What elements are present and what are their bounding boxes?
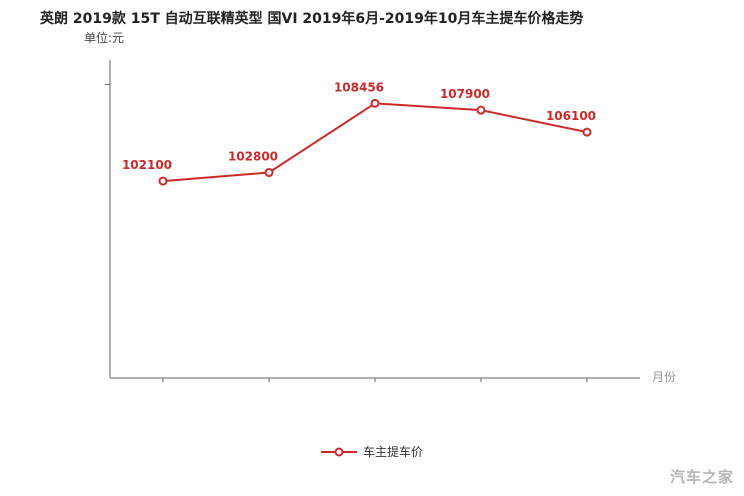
legend-circle-marker-icon [334, 447, 344, 456]
data-point-label: 102800 [228, 150, 278, 164]
data-point-label: 107900 [440, 87, 490, 101]
watermark-autohome: 汽车之家 [669, 468, 734, 486]
data-point-label: 106100 [546, 109, 596, 123]
x-axis-label: 月份 [652, 370, 677, 384]
price-trend-line [162, 102, 588, 183]
data-point [370, 98, 380, 108]
chart-title: 英朗 2019款 15T 自动互联精英型 国VI 2019年6月-2019年10… [40, 11, 584, 27]
data-point-label: 102100 [122, 158, 172, 172]
data-point [264, 168, 274, 178]
data-point [476, 105, 486, 115]
data-point [582, 127, 592, 137]
chart-legend: 车主提车价 [0, 443, 744, 460]
data-point [158, 176, 168, 186]
y-axis-unit-label: 单位:元 [84, 31, 125, 45]
legend-series-label: 车主提车价 [362, 445, 423, 459]
legend-line-marker-icon [320, 447, 357, 456]
data-point-label: 108456 [334, 80, 384, 94]
